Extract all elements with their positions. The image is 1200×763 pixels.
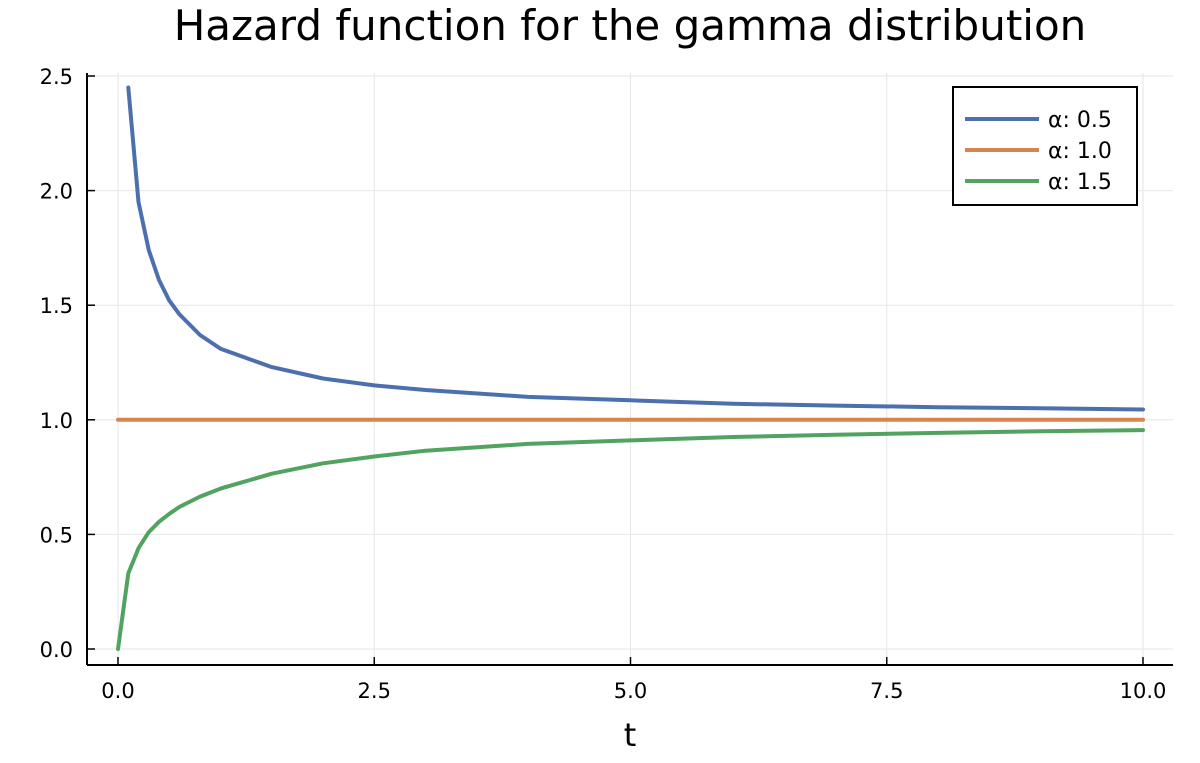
chart-title: Hazard function for the gamma distributi… [174, 1, 1087, 50]
y-tick-label: 2.5 [40, 65, 73, 89]
x-tick-label: 0.0 [101, 679, 134, 703]
series-lines [116, 85, 1145, 651]
x-tick-label: 7.5 [870, 679, 903, 703]
y-tick-label: 2.0 [40, 180, 73, 204]
y-tick-label: 0.5 [40, 523, 73, 547]
y-tick-label: 0.0 [40, 638, 73, 662]
y-tick-label: 1.5 [40, 294, 73, 318]
x-tick-label: 5.0 [614, 679, 647, 703]
legend-label: α: 1.5 [1048, 170, 1112, 195]
legend-box [952, 86, 1138, 206]
series-line-1 [126, 85, 1145, 412]
x-tick-label: 10.0 [1120, 679, 1167, 703]
ticks: 0.0 2.5 5.0 7.5 10.0 0.0 0.5 1.0 1.5 2.0 2.5 [40, 65, 1167, 703]
legend: α: 0.5 α: 1.0 α: 1.5 [952, 86, 1138, 206]
x-axis-title: t [624, 716, 637, 754]
y-tick-label: 1.0 [40, 409, 73, 433]
legend-label: α: 1.0 [1048, 139, 1112, 164]
series-line-3 [116, 428, 1145, 651]
x-tick-label: 2.5 [358, 679, 391, 703]
legend-label: α: 0.5 [1048, 108, 1112, 133]
